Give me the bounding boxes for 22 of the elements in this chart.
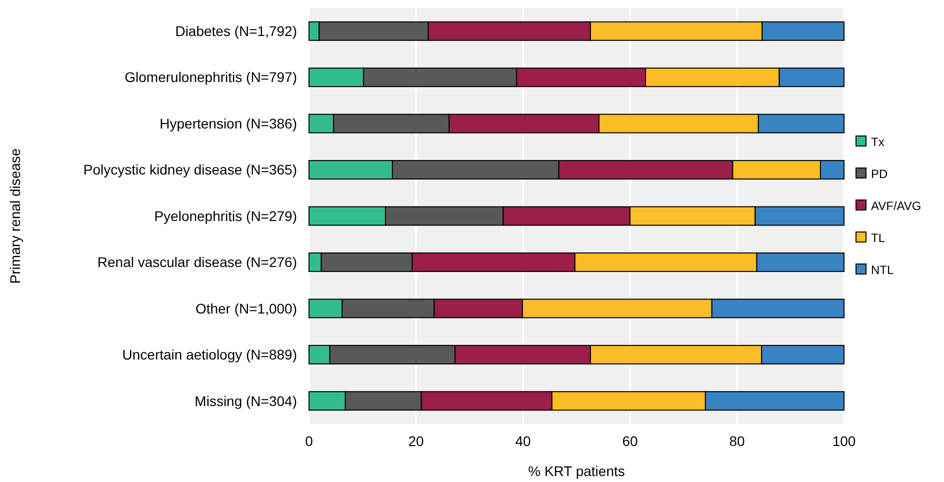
y-tick-label: Polycystic kidney disease (N=365) [83,162,297,178]
legend-label: Tx [871,135,884,150]
legend-label: NTL [871,263,894,278]
x-tick-label: 40 [515,433,531,449]
y-tick-label: Hypertension (N=386) [160,115,297,132]
legend-label: PD [871,167,888,182]
x-axis-title: % KRT patients [528,463,625,479]
y-tick-label: Renal vascular disease (N=276) [97,254,297,270]
y-tick-label: Glomerulonephritis (N=797) [124,69,297,86]
legend-label: TL [871,231,886,246]
y-tick-label: Diabetes (N=1,792) [175,23,297,40]
x-tick-label: 20 [408,433,424,449]
x-tick-label: 80 [729,433,745,449]
y-tick-label: Uncertain aetiology (N=889) [122,346,297,363]
x-tick-label: 60 [622,433,638,449]
legend-label: AVF/AVG [871,199,922,214]
x-tick-label: 100 [832,433,856,449]
x-tick-label: 0 [305,433,314,449]
y-tick-label: Pyelonephritis (N=279) [154,208,297,224]
y-tick-label: Missing (N=304) [194,392,297,409]
y-axis-title: Primary renal disease [7,148,23,284]
y-tick-label: Other (N=1,000) [195,300,297,316]
